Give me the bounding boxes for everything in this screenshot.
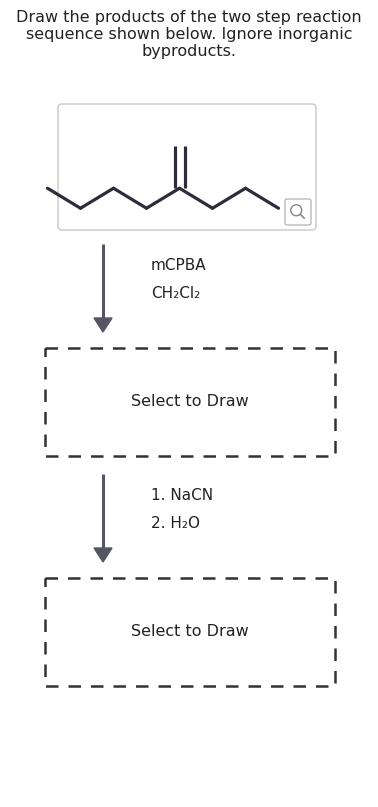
Text: Select to Draw: Select to Draw <box>131 625 249 639</box>
Text: Select to Draw: Select to Draw <box>131 395 249 409</box>
Text: 2. H₂O: 2. H₂O <box>151 516 200 532</box>
FancyBboxPatch shape <box>58 104 316 230</box>
Text: CH₂Cl₂: CH₂Cl₂ <box>151 286 200 302</box>
Text: mCPBA: mCPBA <box>151 258 207 274</box>
Bar <box>45 348 335 456</box>
Bar <box>45 578 335 686</box>
Text: Draw the products of the two step reaction: Draw the products of the two step reacti… <box>16 10 362 25</box>
Text: 1. NaCN: 1. NaCN <box>151 488 213 504</box>
Text: sequence shown below. Ignore inorganic: sequence shown below. Ignore inorganic <box>26 27 352 42</box>
Text: byproducts.: byproducts. <box>141 44 237 59</box>
Polygon shape <box>94 548 112 562</box>
FancyBboxPatch shape <box>285 199 311 225</box>
Polygon shape <box>94 318 112 332</box>
